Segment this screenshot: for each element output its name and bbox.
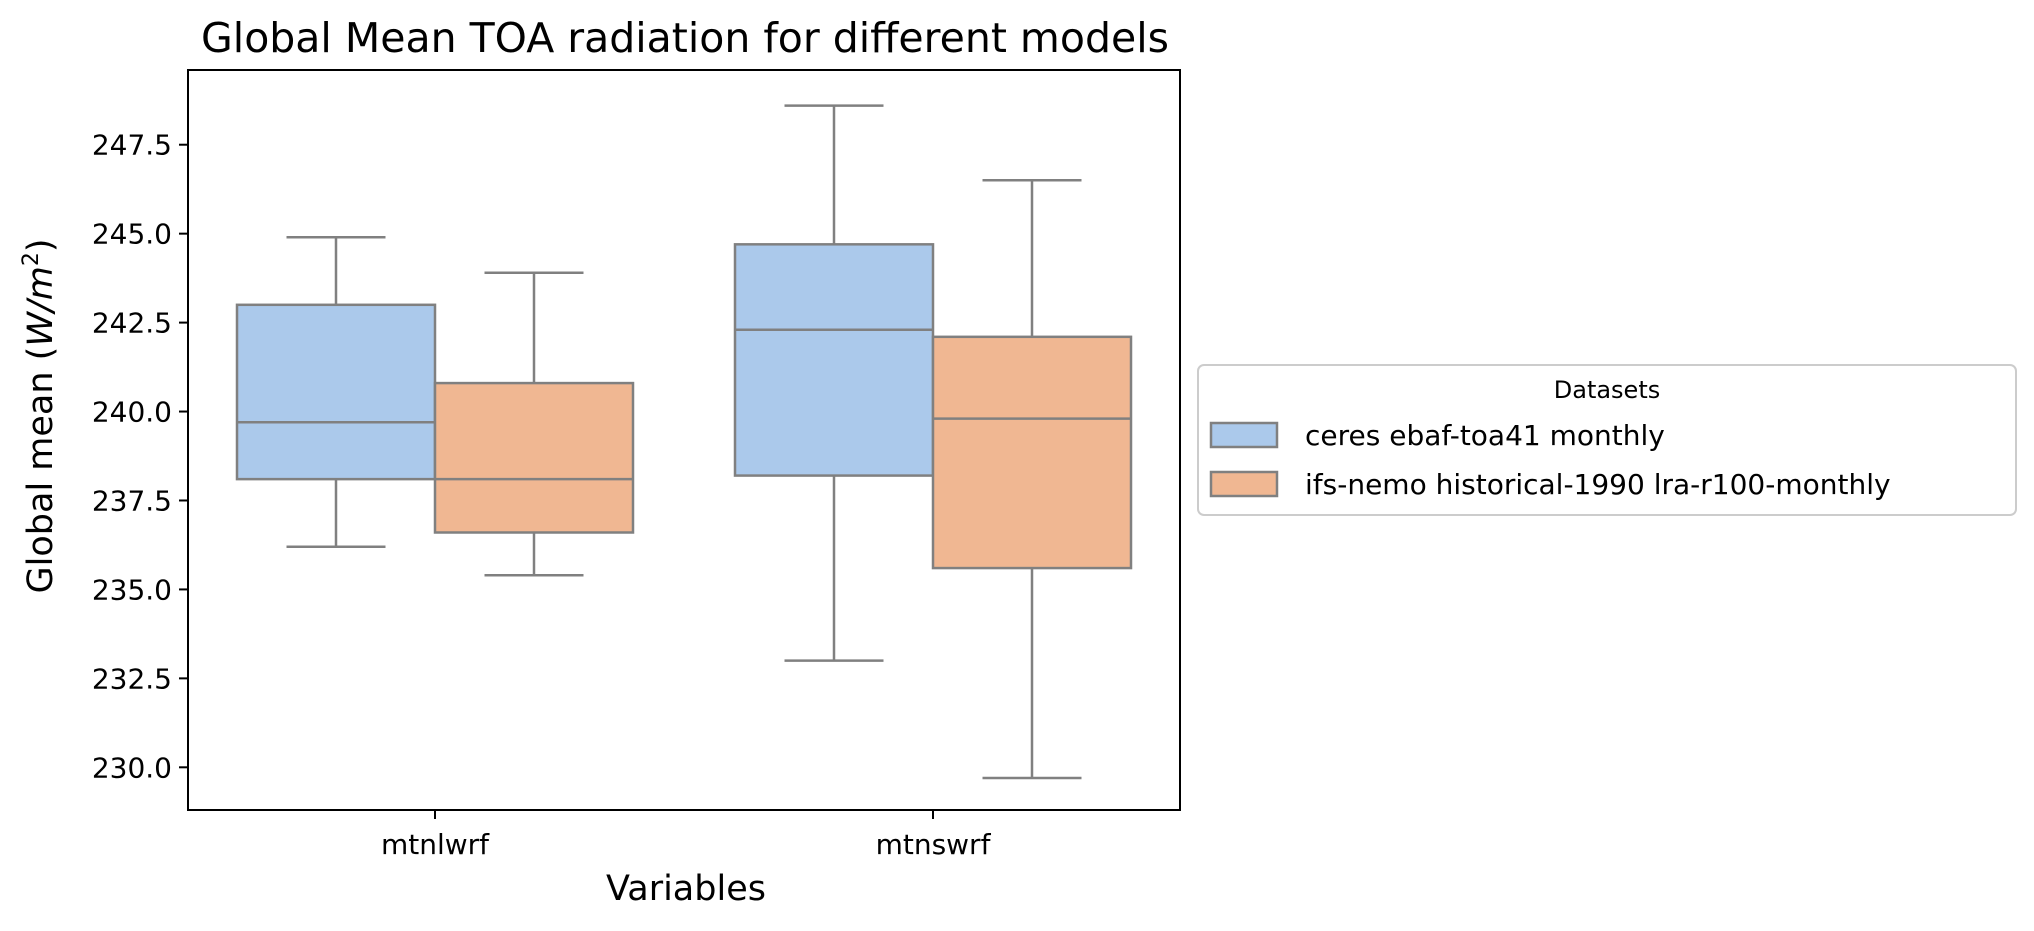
y-tick-label: 235.0 [92, 573, 172, 606]
box-iqr [235, 303, 437, 481]
y-tick-label: 240.0 [92, 396, 172, 429]
plot-area [187, 69, 1181, 811]
chart-title: Global Mean TOA radiation for different … [201, 14, 1169, 62]
box-iqr [931, 335, 1133, 570]
x-tick-label: mtnlwrf [381, 828, 490, 861]
legend: Datasets ceres ebaf-toa41 monthly ifs-nemo… [1197, 364, 2017, 516]
legend-swatch [1209, 470, 1279, 498]
y-tick-label: 247.5 [92, 129, 172, 162]
y-tick-label: 245.0 [92, 218, 172, 251]
x-axis: mtnlwrf mtnswrf [381, 810, 992, 861]
y-axis-label: Global mean (W/m2) [19, 239, 61, 594]
box-iqr [433, 381, 635, 534]
x-axis-label: Variables [606, 869, 766, 909]
y-tick-label: 237.5 [92, 484, 172, 517]
box-ifs-nemo-historical-1990-lra-r100-monthly-mtnswrf [931, 179, 1133, 780]
y-tick-label: 242.5 [92, 307, 172, 340]
y-tick-label: 232.5 [92, 662, 172, 695]
box-ifs-nemo-historical-1990-lra-r100-monthly-mtnlwrf [433, 271, 635, 577]
x-tick-label: mtnswrf [876, 828, 992, 861]
legend-swatch [1209, 421, 1279, 449]
y-axis: 230.0 232.5 235.0 237.5 240.0 242.5 245.0 247.5 [92, 129, 188, 784]
plot-frame [187, 69, 1181, 811]
legend-title: Datasets [1554, 376, 1661, 404]
box-ceres-ebaf-toa41-monthly-mtnlwrf [235, 235, 437, 548]
legend-frame [1197, 364, 2017, 516]
box-iqr [733, 243, 935, 477]
y-tick-label: 230.0 [92, 751, 172, 784]
box-ceres-ebaf-toa41-monthly-mtnswrf [733, 104, 935, 662]
legend-entry-label: ceres ebaf-toa41 monthly [1305, 419, 1665, 452]
legend-entry-label: ifs-nemo historical-1990 lra-r100-monthl… [1305, 468, 1891, 501]
